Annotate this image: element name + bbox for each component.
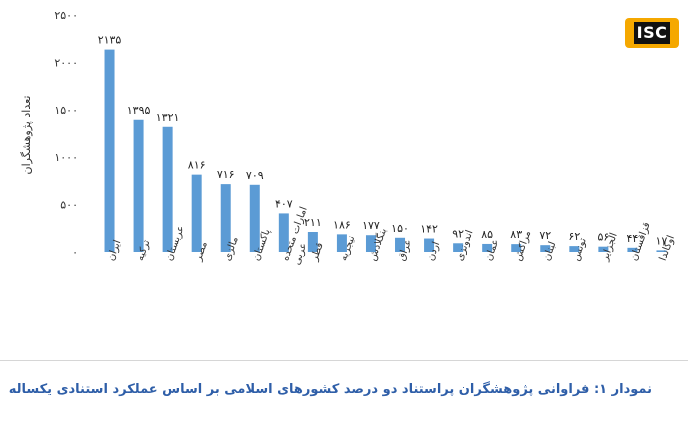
bar-value-label: ۲۱۱ xyxy=(304,216,322,229)
bar-value-label: ۱۸۶ xyxy=(333,218,351,231)
bar xyxy=(395,237,406,252)
y-axis-label-group: تعداد پژوهشگران xyxy=(20,96,33,175)
bar-value-label: ۱۷ xyxy=(656,234,668,247)
y-tick-label: ۵۰۰ xyxy=(60,199,78,212)
bar-value-label: ۷۰۹ xyxy=(246,169,264,182)
bar xyxy=(656,250,667,252)
bar xyxy=(540,245,551,252)
bar xyxy=(511,244,522,252)
bar-value-label: ۱۴۲ xyxy=(420,223,438,236)
y-tick-label: ۰ xyxy=(72,246,78,259)
bar xyxy=(307,231,318,252)
bar-value-label: ۴۰۷ xyxy=(275,197,293,210)
isc-logo: ISC xyxy=(625,18,679,48)
bar xyxy=(220,184,231,252)
bar-value-label: ۱۵۰ xyxy=(391,222,409,235)
bar xyxy=(133,119,144,252)
bar xyxy=(424,238,435,252)
bar xyxy=(569,246,580,252)
bar-value-label: ۴۴ xyxy=(627,232,639,245)
y-axis-ticks: ۰ ۵۰۰ ۱۰۰۰ ۱۵۰۰ ۲۰۰۰ ۲۵۰۰ xyxy=(54,9,78,259)
bar xyxy=(336,234,347,252)
bar xyxy=(627,247,638,252)
bar xyxy=(365,235,376,252)
category-label: لبنان xyxy=(542,240,559,262)
bar xyxy=(482,243,493,252)
bar-chart: تعداد پژوهشگران ۰ ۵۰۰ ۱۰۰۰ ۱۵۰۰ ۲۰۰۰ ۲۵۰۰ ۲۱۳… xyxy=(20,9,677,266)
category-label-line: عمان xyxy=(483,238,501,263)
bar-value-label: ۸۵ xyxy=(481,228,493,241)
bar-value-label: ۷۲ xyxy=(539,229,551,242)
y-tick-label: ۲۵۰۰ xyxy=(54,9,78,22)
y-axis-label: تعداد پژوهشگران xyxy=(20,96,33,175)
bar xyxy=(104,49,115,252)
bar-value-label: ۹۲ xyxy=(452,227,464,240)
y-tick-label: ۲۰۰۰ xyxy=(54,56,78,69)
chart-caption: نمودار ۱: فراوانی پژوهشگران پراستناد دو … xyxy=(8,382,652,397)
bar-value-label: ۲۱۳۵ xyxy=(98,34,122,47)
bar xyxy=(598,246,609,252)
bar-value-label: ۶۲ xyxy=(568,230,580,243)
value-labels: ۲۱۳۵ ۱۳۹۵ ۱۳۲۱ ۸۱۶ ۷۱۶ ۷۰۹ ۴۰۷ ۲۱۱ ۱۸۶ ۱۷۷ ۱۵۰ ۱۴۲ ۹… xyxy=(98,34,668,248)
y-tick-label: ۱۰۰۰ xyxy=(54,151,78,164)
category-label-line: لبنان xyxy=(542,240,559,262)
bar xyxy=(453,243,464,252)
bar xyxy=(191,174,202,252)
category-labels: ایران ترکیه عربستان مصر مالزی پاکستان امارات م… xyxy=(106,205,677,266)
chart-area: تعداد پژوهشگران ۰ ۵۰۰ ۱۰۰۰ ۱۵۰۰ ۲۰۰۰ ۲۵۰۰ ۲۱۳… xyxy=(20,9,677,266)
bar-value-label: ۱۳۲۱ xyxy=(156,111,180,124)
bar xyxy=(249,184,260,252)
bar-value-label: ۸۳ xyxy=(510,228,522,241)
logo-text: ISC xyxy=(633,22,671,44)
bar xyxy=(278,213,289,252)
bar-value-label: ۱۳۹۵ xyxy=(127,104,151,117)
bar-value-label: ۱۷۷ xyxy=(362,219,380,232)
caption-divider xyxy=(0,360,688,361)
bar-value-label: ۷۱۶ xyxy=(217,168,235,181)
y-tick-label: ۱۵۰۰ xyxy=(54,104,78,117)
bar xyxy=(162,126,173,252)
bar-value-label: ۸۱۶ xyxy=(188,159,206,172)
category-label: عمان xyxy=(483,238,501,263)
bar-series xyxy=(104,49,667,252)
bar-value-label: ۵۶ xyxy=(597,231,609,244)
